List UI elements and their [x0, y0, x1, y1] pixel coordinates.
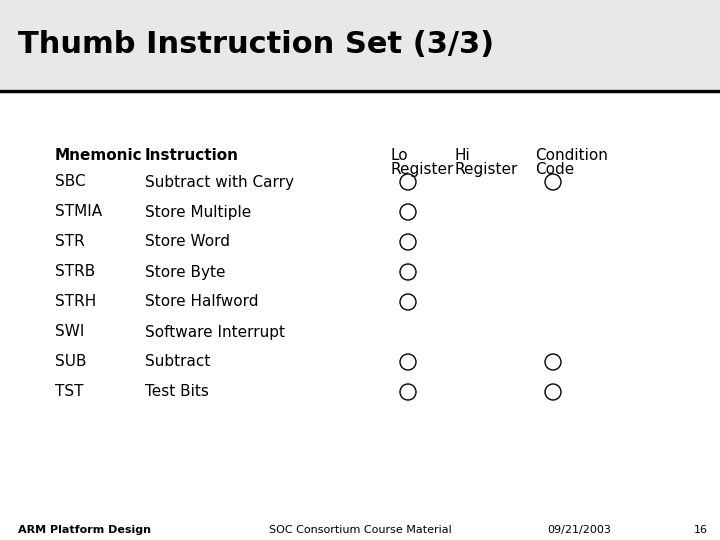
Text: Software Interrupt: Software Interrupt: [145, 325, 285, 340]
Text: Register: Register: [390, 162, 454, 177]
Text: TST: TST: [55, 384, 84, 400]
Text: Register: Register: [455, 162, 518, 177]
Text: Instruction: Instruction: [145, 148, 239, 163]
Text: STRB: STRB: [55, 265, 95, 280]
Text: SBC: SBC: [55, 174, 86, 190]
Text: Condition: Condition: [535, 148, 608, 163]
Text: Thumb Instruction Set (3/3): Thumb Instruction Set (3/3): [18, 30, 494, 59]
Text: Store Multiple: Store Multiple: [145, 205, 251, 219]
Text: STMIA: STMIA: [55, 205, 102, 219]
Text: Store Halfword: Store Halfword: [145, 294, 258, 309]
Text: Subtract with Carry: Subtract with Carry: [145, 174, 294, 190]
Text: Subtract: Subtract: [145, 354, 210, 369]
Text: ARM Platform Design: ARM Platform Design: [18, 525, 151, 535]
Text: Code: Code: [535, 162, 575, 177]
Text: SWI: SWI: [55, 325, 84, 340]
Text: STRH: STRH: [55, 294, 96, 309]
Text: 16: 16: [694, 525, 708, 535]
Text: Lo: Lo: [390, 148, 408, 163]
Text: Hi: Hi: [455, 148, 471, 163]
Text: Store Byte: Store Byte: [145, 265, 225, 280]
Text: Store Word: Store Word: [145, 234, 230, 249]
Bar: [0, 0, 720, 89]
Text: Test Bits: Test Bits: [145, 384, 209, 400]
Text: SUB: SUB: [55, 354, 86, 369]
Text: STR: STR: [55, 234, 85, 249]
Text: 09/21/2003: 09/21/2003: [547, 525, 611, 535]
Text: SOC Consortium Course Material: SOC Consortium Course Material: [269, 525, 451, 535]
Text: Mnemonic: Mnemonic: [55, 148, 143, 163]
